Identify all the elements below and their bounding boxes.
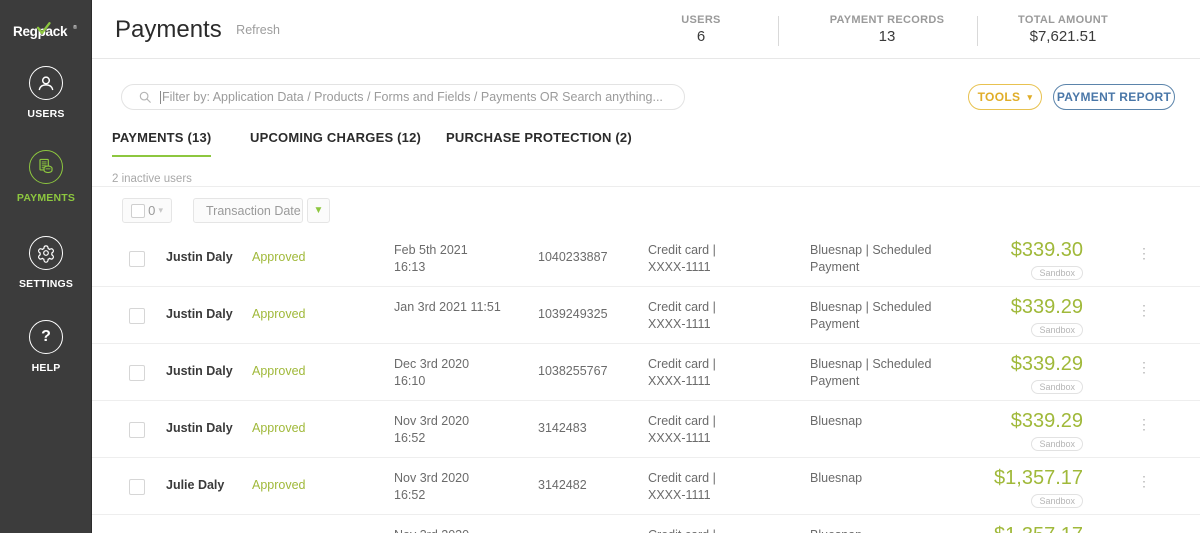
svg-text:®: ®	[73, 24, 77, 31]
